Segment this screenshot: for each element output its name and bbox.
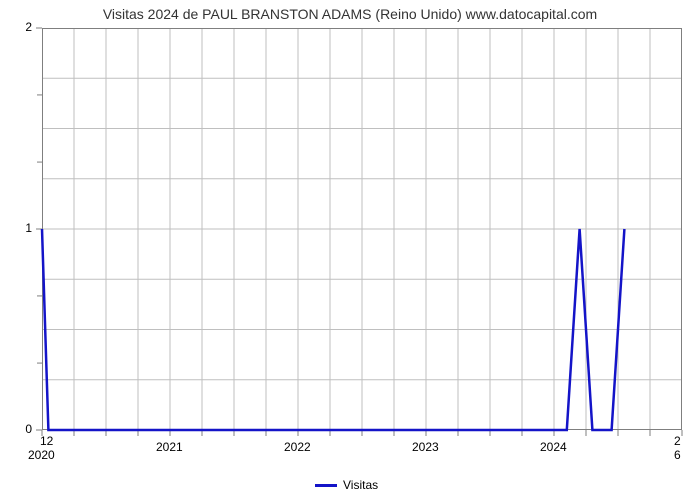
x-tick-label: 2021 bbox=[156, 440, 183, 454]
extra-tick-top: 2 bbox=[674, 434, 681, 448]
x-tick-label: 2023 bbox=[412, 440, 439, 454]
x-tick-stack-top: 12 bbox=[40, 434, 53, 448]
y-tick-label: 1 bbox=[25, 221, 32, 235]
y-tick-label: 2 bbox=[25, 20, 32, 34]
plot-area bbox=[42, 28, 682, 430]
extra-tick-bottom: 6 bbox=[674, 448, 681, 462]
y-tick-label: 0 bbox=[25, 422, 32, 436]
x-tick-label: 2024 bbox=[540, 440, 567, 454]
legend: Visitas bbox=[315, 478, 378, 492]
legend-label: Visitas bbox=[343, 478, 378, 492]
legend-swatch bbox=[315, 484, 337, 487]
x-tick-label: 2022 bbox=[284, 440, 311, 454]
x-tick-label: 2020 bbox=[28, 448, 55, 462]
chart-title: Visitas 2024 de PAUL BRANSTON ADAMS (Rei… bbox=[0, 6, 700, 22]
chart-root: Visitas 2024 de PAUL BRANSTON ADAMS (Rei… bbox=[0, 0, 700, 500]
